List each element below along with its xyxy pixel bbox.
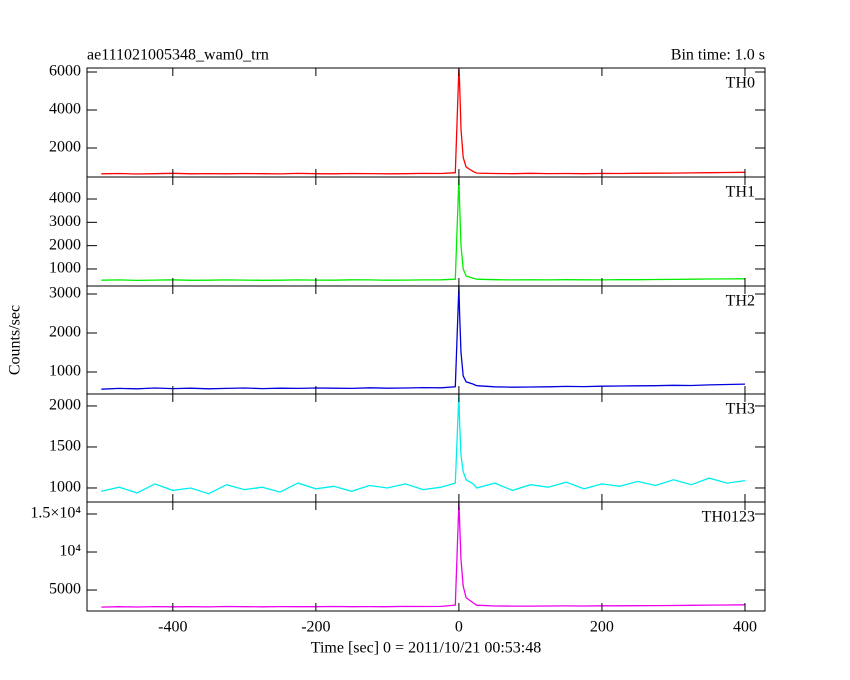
x-tick-label: 400 [733,619,757,636]
panel-label: TH0123 [702,509,755,526]
x-axis-label: Time [sec] 0 = 2011/10/21 00:53:48 [311,640,542,657]
panel-label: TH2 [726,293,755,310]
light-curve [101,177,746,282]
y-tick-label: 3000 [49,285,81,302]
y-tick-label: 1000 [49,363,81,380]
y-tick-label: 1000 [49,260,81,277]
y-tick-label: 2000 [49,324,81,341]
x-tick-label: 0 [455,619,463,636]
y-tick-label: 6000 [49,63,81,80]
y-tick-label: 10⁴ [59,543,81,560]
x-tick-label: -200 [301,619,330,636]
panel-label: TH1 [726,184,755,201]
chart-title: ae111021005348_wam0_trn [87,47,269,64]
y-axis-label: Counts/sec [7,305,24,375]
y-tick-label: 1000 [49,479,81,496]
panel-frame [86,393,766,503]
panel-frame [86,285,766,395]
y-tick-label: 1500 [49,438,81,455]
panel-frame [86,501,766,612]
x-tick-label: 200 [590,619,614,636]
y-tick-label: 4000 [49,101,81,118]
y-tick-label: 1.5×10⁴ [30,505,81,522]
light-curve [101,68,746,175]
y-tick-label: 5000 [49,581,81,598]
light-curve [101,502,746,608]
y-tick-label: 2000 [49,139,81,156]
bin-time: Bin time: 1.0 s [671,47,765,64]
panel-label: TH3 [726,401,755,418]
light-curve [101,394,746,495]
y-tick-label: 4000 [49,190,81,207]
y-tick-label: 2000 [49,236,81,253]
y-tick-label: 3000 [49,213,81,230]
panel-frame [86,176,766,287]
x-tick-label: -400 [158,619,187,636]
panel-label: TH0 [726,75,755,92]
y-tick-label: 2000 [49,397,81,414]
light-curve [101,286,746,390]
panel-frame [86,67,766,178]
